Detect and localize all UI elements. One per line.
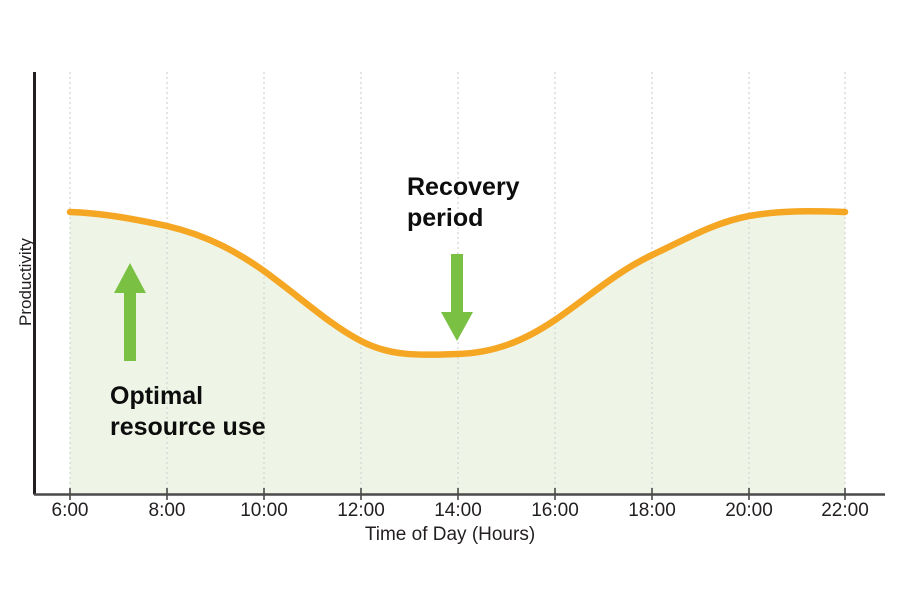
annotation-optimal-resource-use: Optimal resource use [110,382,266,441]
x-tick-label-14: 14:00 [434,500,482,521]
x-tick-label-6: 6:00 [51,500,89,521]
x-tick-label-18: 18:00 [628,500,676,521]
x-tick-label-10: 10:00 [240,500,288,521]
y-axis-title: Productivity [16,238,35,326]
x-axis-ticks [69,488,846,500]
gridlines [69,72,846,494]
productivity-curve [66,207,849,358]
x-tick-label-12: 12:00 [337,500,385,521]
x-tick-label-20: 20:00 [725,500,773,521]
annotation-recovery-period: Recovery period [407,173,520,232]
down-arrow-icon [441,254,473,341]
x-tick-label-8: 8:00 [148,500,186,521]
x-tick-label-22: 22:00 [821,500,869,521]
x-tick-label-16: 16:00 [531,500,579,521]
up-arrow-icon [114,263,146,361]
x-axis-title: Time of Day (Hours) [364,524,536,545]
